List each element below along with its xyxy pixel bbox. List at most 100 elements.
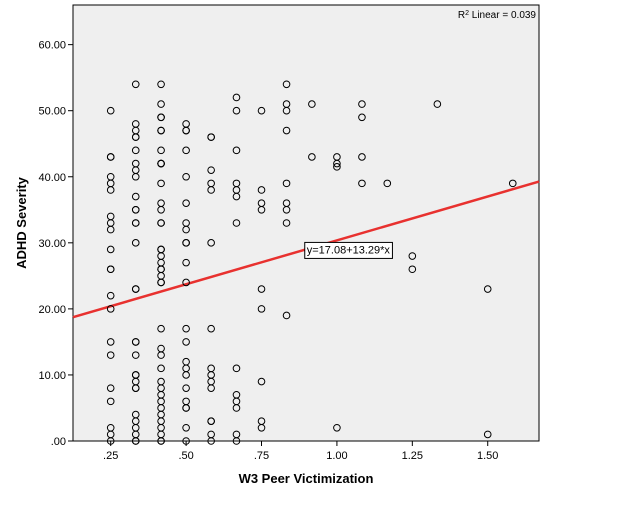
- data-point: [182, 384, 190, 392]
- data-point: [157, 179, 165, 188]
- data-point: [483, 430, 492, 439]
- data-point: [131, 351, 140, 359]
- data-point: [257, 186, 266, 194]
- data-point: [257, 377, 266, 386]
- y-tick-label: .00: [51, 436, 66, 448]
- points-group: [106, 80, 517, 445]
- data-point: [157, 364, 165, 373]
- data-point: [257, 106, 266, 115]
- data-point: [182, 324, 190, 333]
- data-point: [282, 311, 291, 320]
- x-tick-label: 1.00: [326, 450, 347, 462]
- data-point: [106, 106, 115, 115]
- data-point: [207, 437, 215, 445]
- data-point: [182, 172, 190, 181]
- x-axis-ticks: .25 .50 .75 1.00 1.25 1.50: [103, 441, 498, 462]
- data-point: [182, 239, 190, 247]
- data-point: [131, 338, 140, 346]
- data-point: [182, 146, 190, 155]
- data-point: [131, 384, 140, 392]
- data-point: [257, 305, 266, 313]
- x-axis-label: W3 Peer Victimization: [239, 471, 374, 486]
- data-point: [157, 146, 165, 155]
- data-point: [131, 205, 140, 214]
- data-point: [157, 437, 165, 445]
- data-point: [106, 225, 115, 234]
- data-point: [157, 126, 165, 135]
- data-point: [257, 423, 266, 432]
- data-point: [106, 265, 115, 274]
- data-point: [157, 351, 165, 359]
- data-point: [182, 225, 190, 234]
- data-point: [232, 404, 241, 412]
- data-point: [383, 179, 392, 188]
- data-point: [358, 100, 366, 108]
- data-point: [106, 384, 115, 392]
- data-point: [157, 278, 165, 287]
- data-point: [106, 305, 115, 313]
- fit-equation-label: y=17.08+13.29*x: [304, 241, 393, 259]
- plot-area: [72, 4, 540, 442]
- data-point: [232, 93, 241, 102]
- data-point: [257, 285, 266, 293]
- data-point: [232, 192, 241, 201]
- data-point: [282, 179, 291, 188]
- data-point: [106, 291, 115, 300]
- y-tick-label: 20.00: [38, 304, 66, 316]
- y-tick-label: 10.00: [38, 370, 66, 382]
- data-point: [157, 159, 165, 168]
- data-point: [207, 239, 215, 247]
- data-point: [308, 100, 316, 108]
- data-point: [131, 80, 140, 89]
- data-point: [282, 126, 291, 135]
- data-point: [131, 437, 140, 445]
- data-point: [207, 417, 215, 425]
- data-point: [157, 80, 165, 89]
- data-point: [157, 113, 165, 122]
- data-point: [106, 338, 115, 346]
- data-point: [207, 324, 215, 333]
- data-point: [182, 338, 190, 346]
- y-axis-label: ADHD Severity: [14, 176, 29, 269]
- y-tick-label: 60.00: [38, 40, 66, 52]
- data-point: [131, 219, 140, 227]
- data-point: [282, 80, 291, 89]
- data-point: [182, 404, 190, 412]
- x-tick-label: .75: [254, 450, 269, 462]
- data-point: [131, 133, 140, 141]
- data-point: [106, 153, 115, 161]
- data-point: [232, 146, 241, 155]
- fit-equation-text: y=17.08+13.29*x: [307, 244, 391, 256]
- data-point: [131, 285, 140, 293]
- data-point: [282, 205, 291, 214]
- x-tick-label: .50: [178, 450, 193, 462]
- x-tick-label: 1.25: [402, 450, 423, 462]
- data-point: [232, 437, 241, 445]
- data-point: [333, 163, 341, 171]
- data-point: [106, 186, 115, 194]
- data-point: [131, 172, 140, 181]
- data-point: [182, 199, 190, 207]
- data-point: [282, 219, 291, 227]
- data-point: [483, 285, 492, 293]
- fit-equation-box: [304, 241, 393, 259]
- data-point: [282, 106, 291, 115]
- y-tick-label: 50.00: [38, 106, 66, 118]
- data-point: [207, 133, 215, 141]
- data-point: [182, 126, 190, 135]
- x-tick-label: 1.50: [477, 450, 498, 462]
- data-point: [232, 364, 241, 373]
- data-point: [182, 423, 190, 432]
- data-point: [232, 106, 241, 115]
- data-point: [207, 384, 215, 392]
- data-point: [131, 146, 140, 155]
- data-point: [157, 219, 165, 227]
- data-point: [106, 397, 115, 406]
- data-point: [408, 265, 417, 274]
- data-point: [106, 351, 115, 359]
- data-point: [358, 113, 366, 122]
- data-point: [157, 205, 165, 214]
- data-point: [182, 278, 190, 287]
- x-tick-label: .25: [103, 450, 118, 462]
